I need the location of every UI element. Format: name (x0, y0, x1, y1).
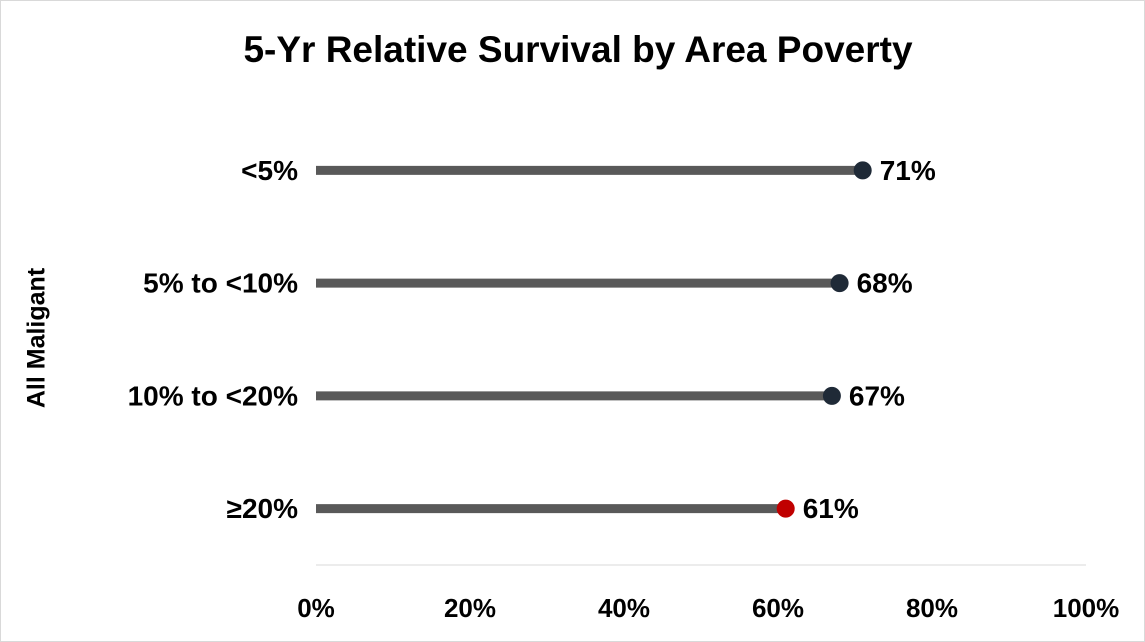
dot (830, 274, 849, 293)
value-label: 67% (849, 380, 905, 411)
x-tick-label: 40% (598, 593, 650, 623)
y-tick-label: 5% to <10% (143, 268, 298, 299)
x-tick-label: 100% (1053, 593, 1120, 623)
y-tick-label: ≥20% (227, 493, 299, 524)
value-label: 68% (857, 268, 913, 299)
dot (853, 161, 872, 180)
x-tick-label: 60% (752, 593, 804, 623)
dot (822, 386, 841, 405)
y-axis-label: All Maligant (23, 267, 51, 408)
x-tick-label: 0% (297, 593, 335, 623)
chart-title: 5-Yr Relative Survival by Area Poverty (243, 29, 912, 70)
y-tick-label: <5% (241, 155, 298, 186)
dot (776, 499, 795, 518)
value-label: 61% (803, 493, 859, 524)
y-tick-label: 10% to <20% (128, 380, 299, 411)
value-label: 71% (880, 155, 936, 186)
x-tick-label: 20% (444, 593, 496, 623)
x-tick-label: 80% (906, 593, 958, 623)
